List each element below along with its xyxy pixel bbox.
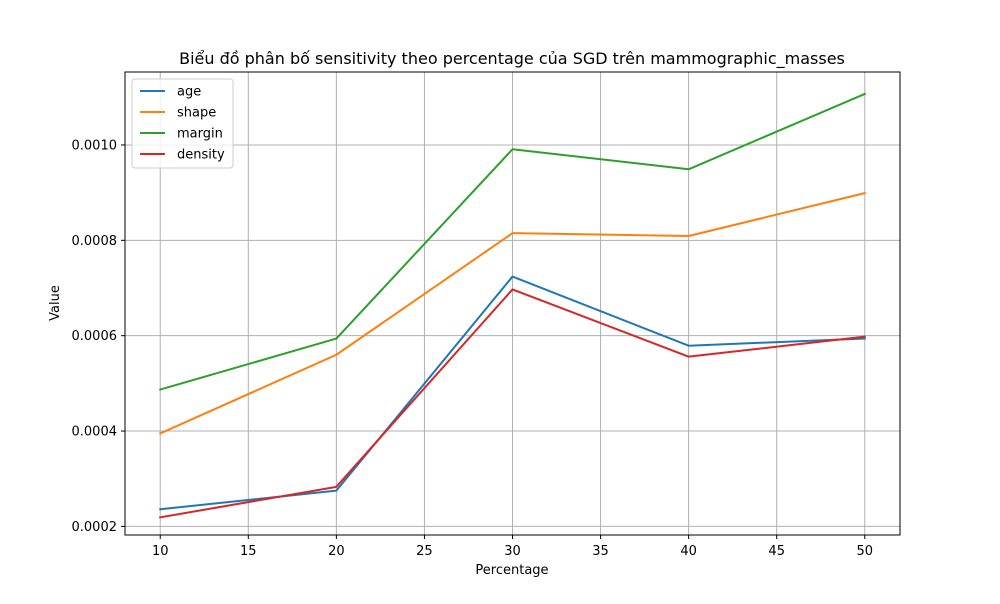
x-tick-label: 50: [856, 544, 873, 559]
chart-title: Biểu đồ phân bố sensitivity theo percent…: [179, 49, 845, 69]
legend-label-density: density: [177, 148, 225, 163]
series-line-shape: [158, 191, 866, 435]
x-tick-label: 35: [592, 544, 609, 559]
x-tick-label: 30: [504, 544, 521, 559]
series-line-margin: [158, 92, 867, 391]
x-tick-label: 20: [328, 544, 345, 559]
series-lines: [158, 92, 867, 519]
y-tick-label: 0.0006: [72, 329, 118, 344]
y-axis-ticks: 0.0002 0.0004 0.0006 0.0008 0.0010: [72, 138, 125, 535]
y-axis-label: Value: [48, 285, 63, 321]
series-line-density: [159, 288, 866, 519]
x-tick-label: 25: [416, 544, 433, 559]
y-tick-label: 0.0008: [72, 234, 118, 249]
legend-label-margin: margin: [177, 127, 223, 142]
legend: age shape margin density: [131, 78, 234, 169]
y-tick-label: 0.0002: [72, 520, 118, 535]
x-tick-label: 15: [240, 544, 257, 559]
y-tick-label: 0.0010: [72, 138, 118, 153]
x-axis-label: Percentage: [475, 563, 548, 578]
x-tick-label: 45: [768, 544, 785, 559]
legend-box: [131, 78, 234, 169]
legend-label-shape: shape: [177, 106, 216, 121]
x-tick-label: 40: [680, 544, 697, 559]
x-tick-label: 10: [152, 544, 169, 559]
legend-label-age: age: [177, 85, 201, 100]
grid: [125, 72, 900, 535]
y-tick-label: 0.0004: [72, 425, 118, 440]
x-axis-ticks: 10 15 20 25 30 35 40 45 50: [152, 535, 873, 559]
